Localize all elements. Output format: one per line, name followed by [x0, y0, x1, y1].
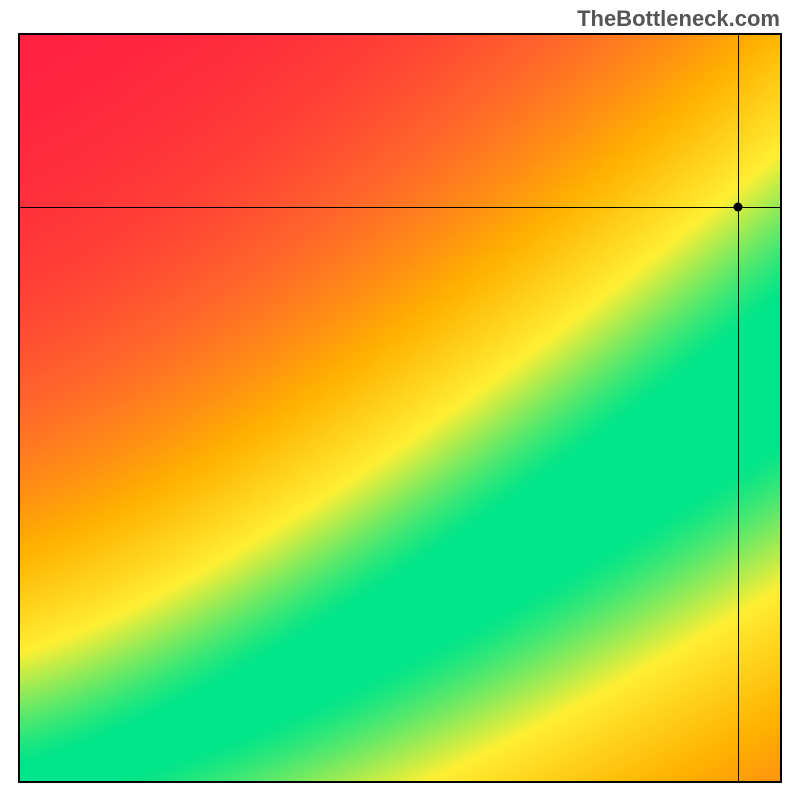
chart-container: TheBottleneck.com — [0, 0, 800, 800]
heatmap-plot — [18, 33, 782, 783]
crosshair-vertical — [738, 35, 739, 781]
crosshair-horizontal — [20, 207, 780, 208]
marker-dot — [734, 202, 743, 211]
heatmap-canvas — [20, 35, 780, 781]
watermark-label: TheBottleneck.com — [577, 6, 780, 32]
